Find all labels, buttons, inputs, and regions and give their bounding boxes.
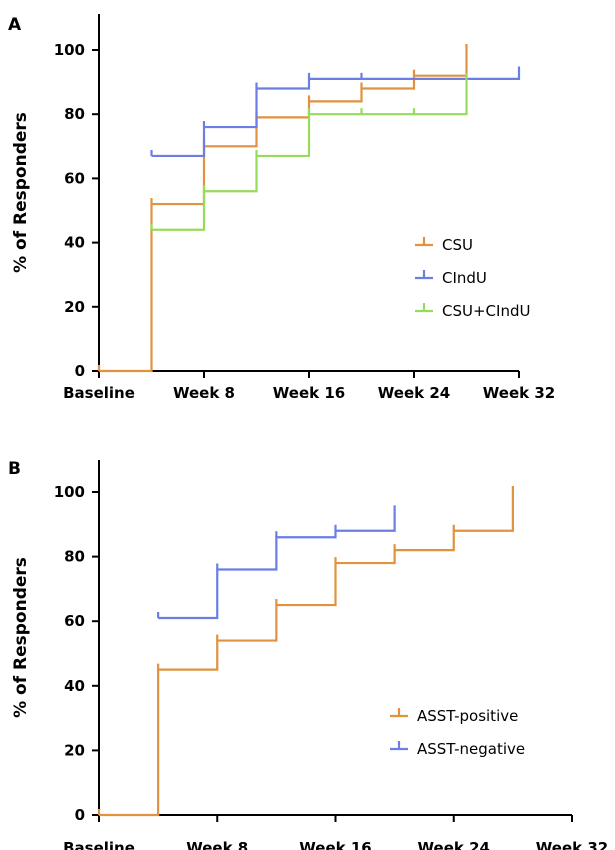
y-axis-title: % of Responders <box>11 112 31 273</box>
legend-label: CIndU <box>442 269 487 287</box>
x-tick-label: Baseline <box>63 839 135 850</box>
legend-entry: ASST-positive <box>390 707 518 725</box>
panel-label: A <box>8 15 22 35</box>
x-tick-label: Baseline <box>63 384 135 402</box>
x-tick-label: Week 8 <box>186 839 248 850</box>
series-csu <box>97 44 468 373</box>
panel-label: B <box>8 459 21 479</box>
x-tick-label: Week 32 <box>536 839 608 850</box>
y-tick-label: 80 <box>64 105 85 123</box>
x-tick-label: Week 24 <box>418 839 490 850</box>
y-tick-label: 80 <box>64 548 85 566</box>
y-tick-label: 0 <box>75 362 85 380</box>
y-tick-label: 60 <box>64 612 85 630</box>
series-line <box>151 72 521 158</box>
chart-panel-a: A 0 20 40 60 80 100 Baseline Week 8 Week 16 Week 2… <box>8 14 555 402</box>
y-axis-title: % of Responders <box>11 557 31 718</box>
legend-entry: CSU+CIndU <box>415 302 530 320</box>
series-asst-negative <box>157 505 396 620</box>
x-tick-label: Week 8 <box>173 384 235 402</box>
series-line <box>151 78 468 231</box>
x-tick-label: Week 24 <box>378 384 450 402</box>
x-tick-label: Week 32 <box>483 384 555 402</box>
y-tick-label: 0 <box>75 806 85 824</box>
legend-label: ASST-positive <box>417 707 518 725</box>
legend-label: CSU <box>442 236 473 254</box>
legend-entry: CIndU <box>415 269 487 287</box>
series-line <box>99 50 468 373</box>
y-tick-label: 100 <box>54 41 85 59</box>
legend-entry: ASST-negative <box>390 740 525 758</box>
y-tick-label: 100 <box>54 483 85 501</box>
y-tick-label: 20 <box>64 298 85 316</box>
x-tick-label: Week 16 <box>299 839 371 850</box>
chart-panel-b: B 0 20 40 60 80 100 Baseline Week 8 Week 16 Week 2… <box>8 459 608 850</box>
series-line <box>99 492 514 817</box>
y-tick-label: 20 <box>64 741 85 759</box>
legend-label: ASST-negative <box>417 740 525 758</box>
series-cindu <box>150 66 521 158</box>
legend-label: CSU+CIndU <box>442 302 530 320</box>
x-tick-label: Week 16 <box>273 384 345 402</box>
y-tick-label: 40 <box>64 234 85 252</box>
y-tick-label: 40 <box>64 677 85 695</box>
legend-entry: CSU <box>415 236 473 254</box>
series-asst-positive <box>97 486 514 817</box>
series-csu-cindu <box>150 72 468 231</box>
y-tick-label: 60 <box>64 169 85 187</box>
